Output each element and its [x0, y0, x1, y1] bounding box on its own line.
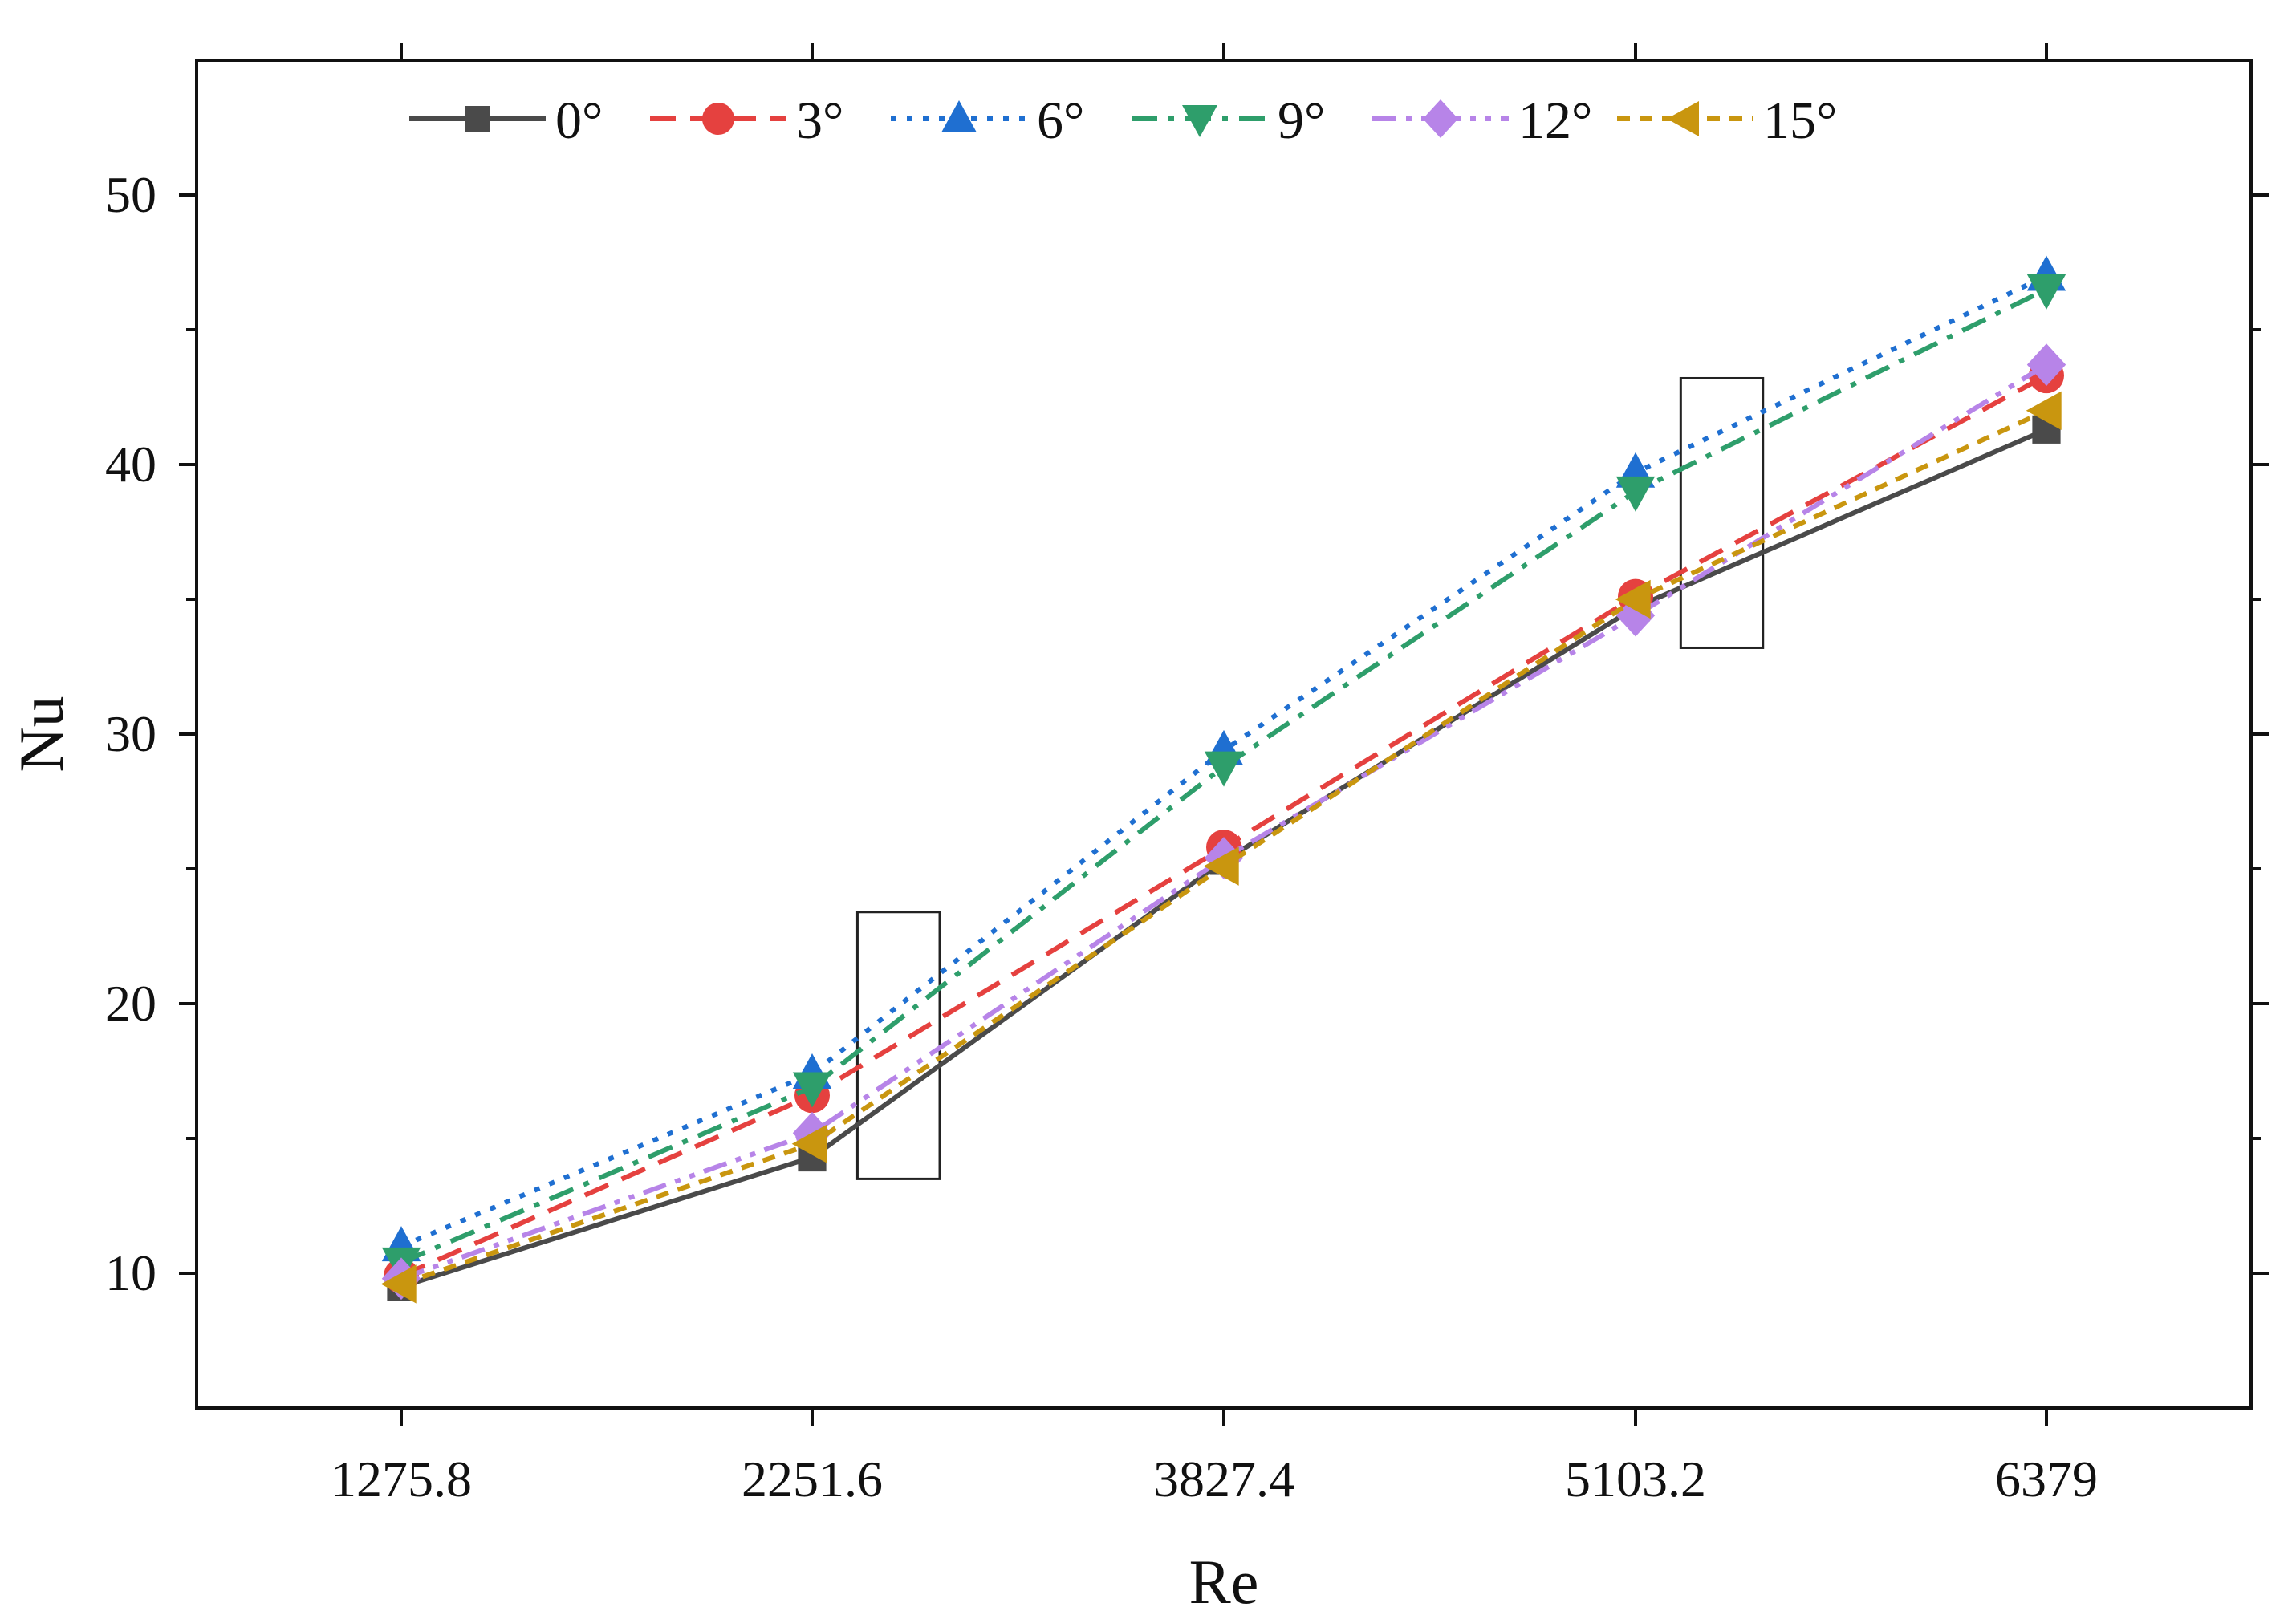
- data-point: [1615, 476, 1656, 512]
- data-point: [380, 1264, 417, 1304]
- legend-label: 0°: [555, 91, 603, 150]
- data-point: [792, 1072, 832, 1108]
- legend-item: 9°: [1132, 91, 1325, 150]
- legend-item: 0°: [409, 91, 603, 150]
- legend-label: 15°: [1763, 91, 1837, 150]
- legend-marker: [941, 100, 977, 132]
- legend-item: 6°: [891, 91, 1084, 150]
- x-tick-label: 3827.4: [1153, 1451, 1294, 1508]
- series-3deg: [384, 358, 2064, 1294]
- data-point: [1203, 846, 1239, 886]
- legend-marker: [1423, 99, 1458, 138]
- axis-ticks: 1275.8 2251.6 3827.4 5103.2 6379 10 20 30 40 50: [105, 43, 2269, 1508]
- legend-label: 9°: [1278, 91, 1325, 150]
- legend-item: 12°: [1372, 91, 1592, 150]
- annotation-box: [1679, 376, 1765, 649]
- series-line: [400, 363, 2048, 1281]
- series-line: [400, 373, 2048, 1279]
- series-9deg: [381, 274, 2066, 1283]
- series-group: [380, 255, 2066, 1304]
- legend-item: 3°: [650, 91, 843, 150]
- series-12deg: [381, 343, 2066, 1301]
- x-tick-label: 1275.8: [331, 1451, 472, 1508]
- y-axis-title: Nu: [6, 696, 76, 772]
- legend-label: 12°: [1518, 91, 1592, 150]
- legend-label: 6°: [1037, 91, 1084, 150]
- y-tick-label: 20: [105, 975, 156, 1032]
- legend-marker: [465, 106, 490, 132]
- data-point: [1615, 579, 1651, 619]
- legend-marker: [702, 103, 734, 135]
- y-tick-label: 50: [105, 166, 156, 223]
- data-point: [1204, 751, 1244, 787]
- x-tick-label: 2251.6: [742, 1451, 883, 1508]
- y-tick-label: 30: [105, 705, 156, 762]
- legend-label: 3°: [796, 91, 843, 150]
- legend-marker: [1667, 101, 1699, 136]
- x-axis-title: Re: [1189, 1547, 1259, 1611]
- legend-marker: [1182, 105, 1217, 137]
- y-tick-label: 40: [105, 436, 156, 493]
- annotation-box: [855, 911, 941, 1180]
- legend: 0° 3° 6° 9° 12° 15°: [409, 91, 1837, 150]
- legend-item: 15°: [1617, 91, 1837, 150]
- data-point: [2026, 391, 2062, 430]
- y-tick-label: 10: [105, 1244, 156, 1301]
- data-point: [2026, 274, 2066, 310]
- data-point: [791, 1124, 827, 1163]
- x-tick-label: 5103.2: [1565, 1451, 1706, 1508]
- data-point: [2026, 343, 2066, 387]
- x-tick-label: 6379: [1995, 1451, 2098, 1508]
- series-15deg: [380, 391, 2062, 1304]
